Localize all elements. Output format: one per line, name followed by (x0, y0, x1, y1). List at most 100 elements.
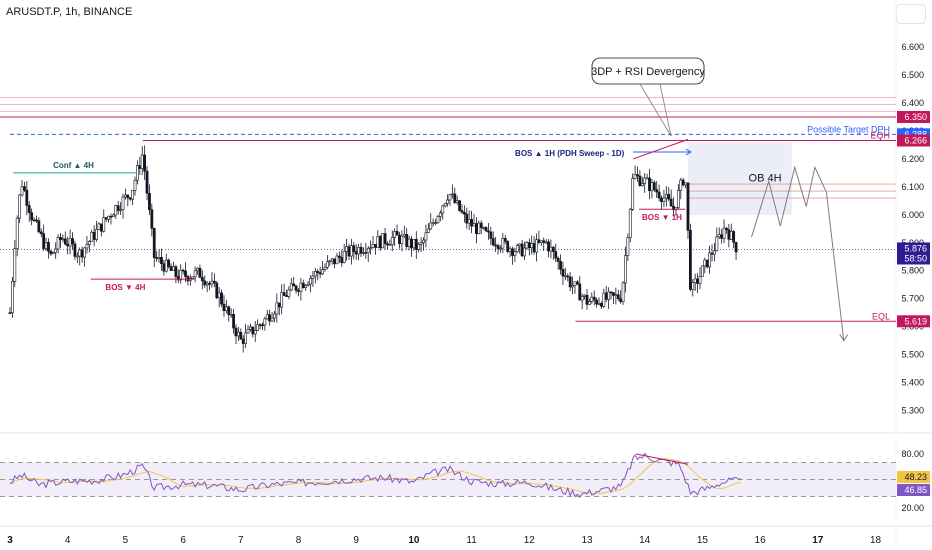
candle-bear (73, 243, 77, 257)
candle-bull (229, 314, 233, 316)
candle-bear (648, 177, 651, 192)
candle-bull (640, 183, 644, 186)
time-tick: 9 (353, 535, 359, 546)
candle-bull (717, 234, 721, 238)
candle-bull (679, 179, 683, 191)
candle-bear (8, 312, 12, 314)
candle-bear (220, 292, 223, 305)
candle-bull (217, 292, 221, 299)
candle-bull (349, 245, 353, 257)
candle-bear (174, 266, 178, 277)
candle-bull (539, 240, 543, 243)
candle-bear (232, 314, 235, 329)
candle-bear (301, 282, 305, 289)
candle-bear (162, 263, 166, 272)
candle-bull (97, 223, 101, 230)
price-badge (897, 134, 930, 147)
candle-bear (294, 285, 298, 291)
candle-bear (47, 241, 50, 252)
candle-bear (532, 243, 536, 253)
time-tick: 10 (408, 535, 420, 546)
candle-bear (491, 238, 495, 246)
candle-bull (61, 238, 65, 241)
candle-bear (612, 292, 615, 296)
time-tick: 14 (639, 535, 651, 546)
candle-bull (299, 282, 303, 292)
candle-bull (482, 227, 486, 229)
price-axis: 6.6006.5006.4006.3006.2006.1006.0005.900… (897, 42, 930, 513)
candle-bear (234, 327, 238, 337)
candle-bear (537, 239, 541, 243)
price-badge-label: 6.288 (904, 129, 927, 139)
candle-bull (530, 243, 534, 248)
candle-bear (727, 229, 731, 240)
candle-bull (323, 267, 327, 270)
candle-bull (426, 228, 430, 234)
candle-bull (422, 239, 425, 244)
candle-bull (330, 258, 334, 262)
price-tick: 6.100 (901, 182, 924, 192)
candle-bull (249, 326, 252, 330)
candle-bull (133, 179, 137, 191)
candle-bull (87, 241, 91, 245)
candle-bull (431, 222, 435, 225)
candle-bear (208, 282, 211, 285)
candle-bear (547, 241, 550, 252)
candle-bear (592, 296, 596, 301)
candle-bull (703, 259, 707, 267)
price-tick: 6.200 (901, 154, 924, 164)
candle-bull (571, 285, 574, 288)
candle-bear (487, 230, 490, 233)
candle-bull (83, 247, 86, 258)
current-price-label: 5.876 (904, 243, 927, 253)
annotations: Conf ▲ 4H BOS ▼ 4H BOS ▲ 1H (PDH Sweep - 1… (12, 57, 705, 292)
candle-bull (18, 194, 22, 219)
candle-bear (669, 198, 673, 207)
candle-bull (700, 265, 704, 277)
candle-bull (253, 330, 257, 335)
candle-bear (215, 282, 219, 299)
candle-bull (85, 244, 89, 249)
candle-bear (609, 291, 613, 294)
candle-bear (725, 227, 728, 231)
bos-4h-label: BOS ▼ 4H (105, 283, 145, 292)
candle-bear (318, 272, 322, 275)
candle-bear (352, 245, 356, 252)
bos-1h-up-arrow (685, 148, 692, 156)
candle-bear (484, 227, 488, 232)
candle-bull (455, 200, 459, 203)
candle-bear (494, 244, 498, 247)
candle-bull (313, 271, 317, 277)
candle-bull (345, 246, 348, 252)
candle-bull (304, 285, 308, 289)
candle-bull (424, 232, 428, 241)
candle-bull (90, 231, 94, 242)
candle-bear (285, 295, 288, 297)
candle-bull (342, 251, 346, 263)
rsi-badge (897, 484, 930, 496)
candle-bear (604, 292, 608, 300)
candle-bull (633, 174, 637, 179)
candle-bear (126, 194, 130, 198)
price-tick: 6.400 (901, 98, 924, 108)
candle-bear (616, 294, 620, 300)
candle-bear (92, 231, 96, 240)
candle-bear (337, 255, 341, 258)
candle-bull (501, 238, 505, 249)
candle-bull (446, 199, 449, 204)
price-tick: 5.700 (901, 294, 924, 304)
candle-bear (395, 231, 399, 236)
candle-bull (523, 247, 526, 257)
candle-bear (99, 223, 103, 232)
time-tick: 7 (238, 535, 244, 546)
candle-bear (359, 246, 363, 254)
candle-bear (143, 154, 147, 172)
candle-bull (674, 207, 678, 211)
rsi-ma-line (9, 458, 741, 495)
candle-bear (710, 252, 714, 255)
candle-bear (32, 219, 36, 222)
candle-bear (383, 233, 387, 245)
candle-bear (489, 231, 493, 239)
candle-bear (386, 243, 389, 246)
